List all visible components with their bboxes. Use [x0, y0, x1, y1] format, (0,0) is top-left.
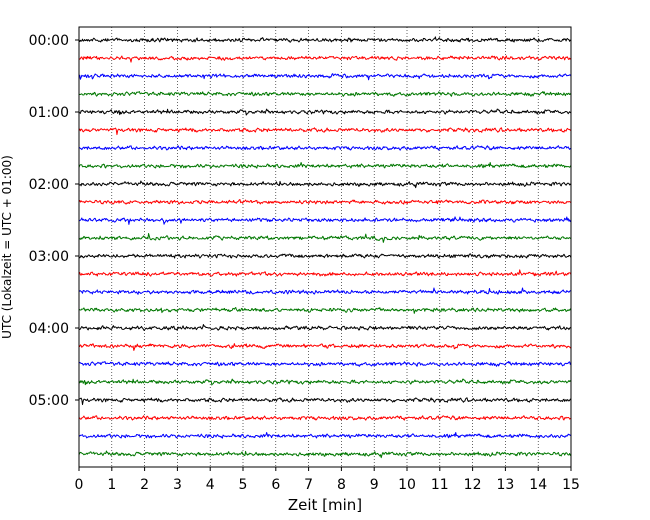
plot-frame [78, 26, 572, 468]
x-axis-ticks: 0 1 2 3 4 5 6 7 8 9 10 11 12 13 14 15 [75, 467, 580, 493]
x-tick-label: 10 [398, 477, 416, 493]
y-tick-label: 03:00 [29, 249, 69, 265]
x-tick-label: 8 [337, 477, 346, 493]
x-axis-label: Zeit [min] [288, 496, 362, 514]
seismic-trace [78, 232, 572, 243]
seismic-trace [78, 127, 572, 136]
seismic-trace [78, 73, 572, 81]
seismic-trace [78, 287, 572, 295]
seismic-trace [78, 145, 572, 151]
seismic-trace [78, 431, 572, 439]
seismic-trace [78, 378, 572, 386]
seismic-trace [78, 324, 572, 331]
seismic-trace [78, 161, 572, 169]
seismic-trace [78, 269, 572, 277]
x-tick-label: 3 [173, 477, 182, 493]
x-tick-label: 12 [464, 477, 482, 493]
seismic-trace [78, 36, 572, 43]
plot-background [79, 27, 571, 467]
y-tick-label: 00:00 [29, 33, 69, 49]
seismic-trace [78, 306, 572, 314]
seismic-trace [78, 199, 572, 205]
seismic-trace [78, 415, 572, 421]
x-tick-label: 15 [562, 477, 580, 493]
y-axis-label: UTC (Lokalzeit = UTC + 01:00) [0, 155, 14, 339]
seismic-trace [78, 216, 572, 225]
x-tick-label: 14 [529, 477, 547, 493]
seismic-trace [78, 343, 572, 351]
y-axis-ticks: 00:00 01:00 02:00 03:00 04:00 05:00 [29, 33, 79, 409]
seismic-trace [78, 108, 572, 116]
seismic-trace [78, 397, 572, 406]
seismic-trace [78, 180, 572, 189]
x-tick-label: 2 [140, 477, 149, 493]
x-tick-label: 5 [239, 477, 248, 493]
x-tick-label: 7 [304, 477, 313, 493]
x-tick-label: 6 [271, 477, 280, 493]
y-tick-label: 02:00 [29, 177, 69, 193]
grid-lines [111, 27, 539, 467]
x-tick-label: 11 [431, 477, 449, 493]
x-tick-label: 9 [370, 477, 379, 493]
seismic-trace [78, 55, 572, 63]
seismic-trace [78, 91, 572, 97]
seismic-trace [78, 450, 572, 459]
seismic-trace [78, 253, 572, 259]
seismic-trace [78, 361, 572, 367]
trace-group [78, 36, 572, 459]
x-tick-label: 4 [206, 477, 215, 493]
x-tick-label: 0 [75, 477, 84, 493]
y-tick-label: 04:00 [29, 321, 69, 337]
x-tick-label: 1 [107, 477, 116, 493]
y-tick-label: 01:00 [29, 105, 69, 121]
y-tick-label: 05:00 [29, 393, 69, 409]
x-tick-label: 13 [496, 477, 514, 493]
